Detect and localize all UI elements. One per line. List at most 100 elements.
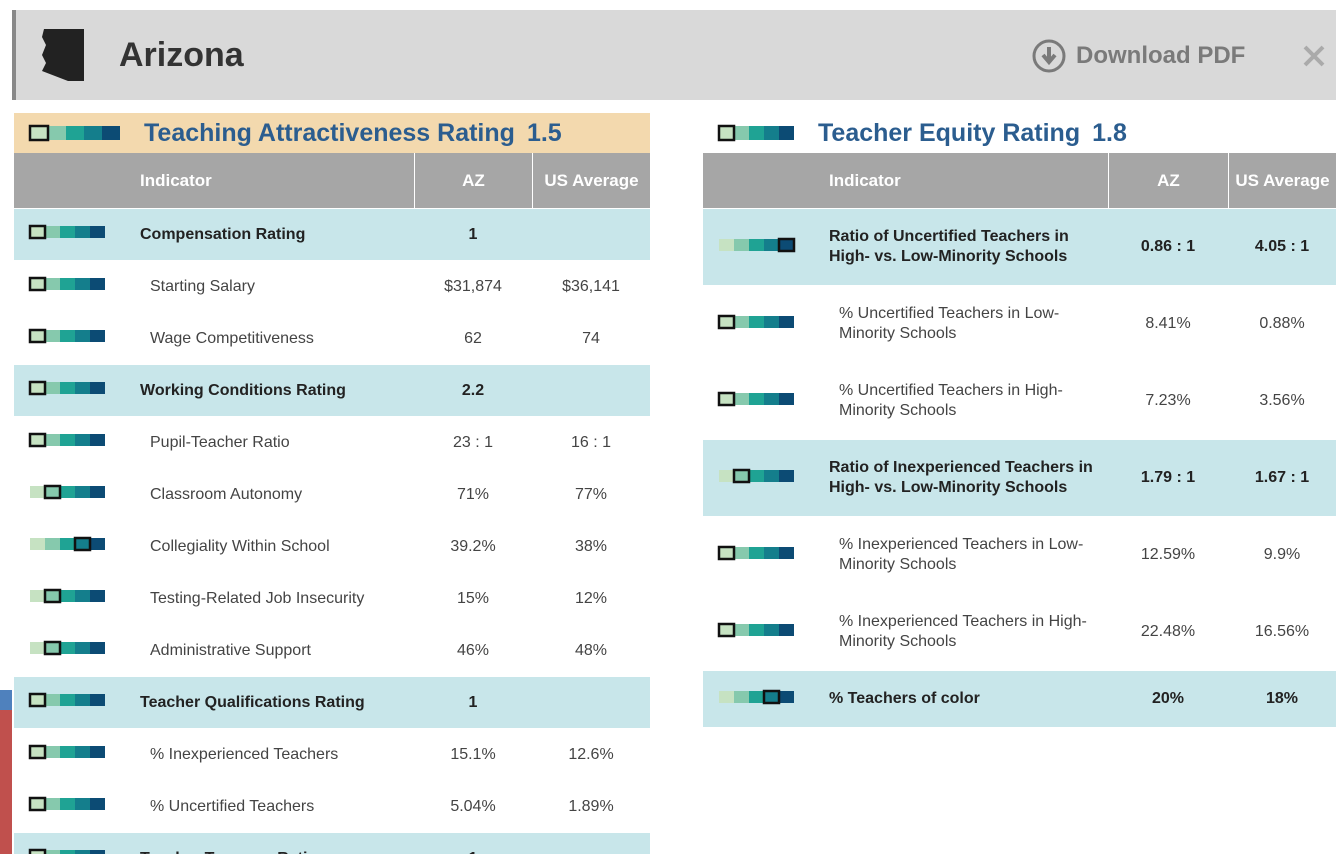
rating-segment: [779, 315, 794, 328]
rating-icon: [28, 744, 105, 760]
state-icon: [42, 29, 84, 81]
rating-segment: [90, 694, 105, 706]
az-value: 1: [414, 850, 532, 854]
rating-segment: [45, 746, 60, 758]
us-value: $36,141: [562, 277, 620, 295]
rating-segment: [60, 694, 75, 706]
download-icon[interactable]: [1032, 39, 1066, 73]
indicator-row: % Uncertified Teachers in Low-Minority S…: [703, 285, 1336, 362]
rating-icon: [28, 224, 105, 240]
icon-cell: [14, 276, 134, 297]
header: Arizona Download PDF: [12, 10, 1336, 100]
icon-cell: [14, 588, 134, 609]
table-header: Indicator AZ US Average: [703, 153, 1336, 208]
az-value: 1.79 : 1: [1140, 469, 1196, 486]
rating-segment: [60, 642, 75, 654]
rating-segment: [102, 126, 120, 140]
rating-segment: [75, 642, 90, 654]
rating-segment: [45, 330, 60, 342]
icon-cell: [14, 848, 134, 854]
rating-icon: [28, 692, 105, 708]
us-value: 1.89%: [568, 797, 614, 815]
rating-marker: [777, 237, 796, 252]
rating-segment: [779, 623, 794, 636]
rating-segment: [749, 315, 764, 328]
icon-cell: [703, 622, 823, 643]
rating-marker: [28, 380, 47, 396]
rating-segment: [779, 546, 794, 559]
indicator-label: % Inexperienced Teachers in Low-Minority…: [839, 536, 1084, 573]
panel-title-text: Teacher Equity Rating: [818, 118, 1081, 147]
rating-marker: [28, 692, 47, 708]
panel-score: 1.5: [526, 118, 562, 147]
panel-score: 1.8: [1092, 118, 1127, 147]
az-value: 39.2%: [450, 537, 496, 555]
close-button[interactable]: [1302, 44, 1326, 68]
indicator-label: Starting Salary: [150, 277, 255, 295]
equity-panel: Teacher Equity Rating 1.8 Indicator AZ US Av…: [703, 113, 1336, 854]
rating-segment: [66, 126, 84, 140]
rating-icon: [717, 391, 794, 406]
rating-segment: [45, 798, 60, 810]
rating-segment: [90, 590, 105, 602]
az-value: 22.48%: [1140, 623, 1196, 640]
indicator-row: % Inexperienced Teachers in Low-Minority…: [703, 516, 1336, 593]
rating-segment: [45, 434, 60, 446]
indicator-label: Compensation Rating: [140, 225, 306, 243]
state-title: Arizona: [119, 36, 244, 74]
az-value: 15%: [456, 589, 490, 607]
indicator-label: Wage Competitiveness: [150, 329, 314, 347]
rating-segment: [734, 690, 749, 703]
rating-segment: [75, 330, 90, 342]
us-value: 16 : 1: [570, 433, 612, 451]
rating-segment: [90, 746, 105, 758]
rating-segment: [90, 850, 105, 854]
rating-icon: [28, 432, 105, 448]
download-button[interactable]: Download PDF: [1076, 42, 1246, 69]
rating-segment: [60, 330, 75, 342]
icon-cell: [14, 640, 134, 661]
column-header: Indicator: [140, 170, 212, 190]
az-value: 62: [464, 329, 482, 347]
rating-segment: [734, 546, 749, 559]
rating-segment: [764, 392, 779, 405]
background-fragment: [0, 690, 12, 854]
az-value: 20%: [1151, 690, 1185, 707]
rating-segment: [30, 538, 45, 550]
rating-marker: [28, 848, 47, 854]
az-value: 8.41%: [1145, 315, 1191, 332]
rating-marker: [43, 588, 62, 604]
rating-segment: [75, 278, 90, 290]
indicator-row: % Uncertified Teachers 5.04% 1.89%: [14, 780, 650, 832]
rating-marker: [717, 391, 736, 406]
rating-segment: [764, 546, 779, 559]
us-value: 38%: [574, 537, 608, 555]
rating-marker: [717, 124, 736, 142]
rating-segment: [749, 469, 764, 482]
column-header: AZ: [1108, 153, 1228, 208]
rating-segment: [90, 798, 105, 810]
indicator-row: Collegiality Within School 39.2% 38%: [14, 520, 650, 572]
rating-segment: [45, 694, 60, 706]
rating-row: Working Conditions Rating 2.2: [14, 364, 650, 416]
rating-row: Ratio of Uncertified Teachers in High- v…: [703, 208, 1336, 285]
rating-segment: [749, 690, 764, 703]
rating-segment: [45, 538, 60, 550]
rating-marker: [73, 536, 92, 552]
indicator-row: Pupil-Teacher Ratio 23 : 1 16 : 1: [14, 416, 650, 468]
indicator-label: Teacher Qualifications Rating: [140, 693, 365, 711]
rating-icon: [28, 380, 105, 396]
icon-cell: [14, 536, 134, 557]
icon-cell: [703, 237, 823, 258]
rating-icon: [717, 124, 794, 142]
rating-icon: [719, 689, 794, 704]
panel-title: Teacher Equity Rating 1.8: [703, 113, 1336, 153]
rating-segment: [60, 486, 75, 498]
icon-cell: [14, 692, 134, 713]
rating-segment: [764, 469, 779, 482]
az-value: 2.2: [461, 381, 485, 399]
rating-segment: [75, 798, 90, 810]
indicator-label: % Inexperienced Teachers: [150, 745, 339, 763]
rating-icon: [717, 545, 794, 560]
rating-segment: [30, 590, 45, 602]
